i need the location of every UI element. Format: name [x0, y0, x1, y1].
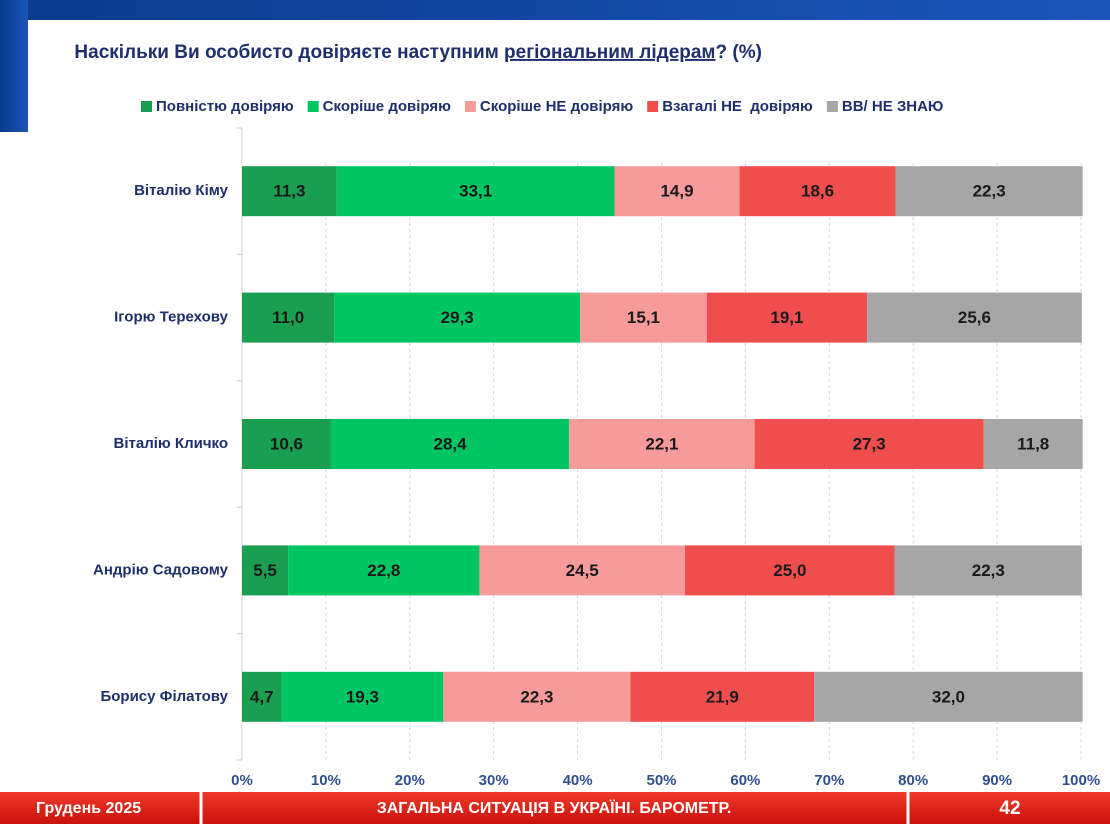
x-tick-label: 0%: [231, 772, 253, 789]
footer-date: Грудень 2025: [36, 800, 141, 817]
legend-label: Повністю довіряю: [156, 98, 294, 115]
value-label: 22,3: [972, 561, 1005, 580]
bar-segment: [569, 419, 755, 469]
bar-segment: [614, 166, 740, 217]
bar-segment: [814, 671, 1083, 722]
value-label: 14,9: [660, 182, 693, 201]
x-tick-label: 40%: [563, 772, 593, 789]
bar-segment: [684, 545, 895, 596]
chart-title: Наскільки Ви особисто довіряєте наступни…: [48, 42, 778, 63]
value-label: 22,3: [973, 182, 1006, 201]
value-label: 28,4: [434, 434, 468, 453]
x-tick-label: 30%: [479, 772, 509, 789]
x-tick-label: 20%: [395, 772, 425, 789]
value-label: 10,6: [270, 434, 303, 453]
value-label: 11,3: [273, 182, 305, 201]
value-label: 24,5: [566, 561, 599, 580]
title-part: ? (%): [716, 42, 762, 63]
legend-swatch: [141, 101, 152, 112]
x-tick-label: 10%: [311, 772, 341, 789]
footer-band: [0, 792, 1110, 824]
value-label: 15,1: [627, 308, 660, 327]
bar-segment: [739, 166, 896, 217]
value-label: 32,0: [932, 687, 965, 706]
x-tick-label: 50%: [646, 772, 676, 789]
value-label: 11,0: [272, 308, 304, 327]
title-part: Наскільки Ви особисто довіряєте наступни…: [74, 42, 504, 63]
value-label: 22,3: [520, 687, 553, 706]
legend-label: Взагалі НЕ довіряю: [662, 98, 813, 115]
value-label: 25,6: [958, 308, 991, 327]
bar-segment: [288, 545, 480, 596]
bar-segment: [754, 419, 984, 469]
value-label: 27,3: [853, 434, 886, 453]
legend-swatch: [307, 101, 319, 112]
value-label: 22,1: [645, 434, 678, 453]
legend-label: Скоріше довіряю: [323, 98, 451, 115]
top-band: [0, 0, 1110, 20]
legend-label: ВВ/ НЕ ЗНАЮ: [842, 98, 944, 115]
value-label: 5,5: [253, 561, 277, 580]
legend-swatch: [826, 101, 838, 112]
title-part: регіональним лідерам: [504, 42, 715, 63]
value-label: 18,6: [801, 182, 834, 201]
legend-label: Скоріше НЕ довіряю: [480, 98, 633, 115]
bar-segment: [242, 545, 289, 596]
value-label: 4,7: [250, 687, 274, 706]
value-label: 19,1: [770, 308, 803, 327]
value-label: 29,3: [441, 308, 474, 327]
bar-segment: [242, 292, 335, 343]
x-tick-label: 80%: [898, 772, 928, 789]
bar-segment: [895, 166, 1083, 217]
bar-segment: [983, 419, 1083, 469]
category-label: Віталію Кличко: [114, 435, 228, 452]
category-label: Борису Філатову: [100, 688, 228, 705]
page-number: 42: [999, 798, 1020, 819]
bar-segment: [242, 419, 331, 469]
bar-segment: [706, 292, 868, 343]
x-tick-label: 60%: [730, 772, 760, 789]
bar-segment: [630, 671, 815, 722]
x-tick-label: 90%: [982, 772, 1012, 789]
category-label: Ігорю Терехову: [114, 309, 229, 326]
value-label: 22,8: [367, 561, 400, 580]
category-label: Віталію Кіму: [134, 182, 229, 199]
value-label: 33,1: [459, 182, 492, 201]
footer-title: ЗАГАЛЬНА СИТУАЦІЯ В УКРАЇНІ. БАРОМЕТР.: [377, 799, 732, 817]
bar-segment: [336, 166, 615, 217]
legend-swatch: [647, 101, 659, 112]
category-label: Андрію Садовому: [93, 561, 229, 578]
bar-segment: [443, 671, 631, 722]
value-label: 19,3: [346, 687, 379, 706]
value-label: 21,9: [706, 687, 739, 706]
bar-segment: [242, 166, 337, 217]
value-label: 25,0: [773, 561, 806, 580]
bar-segment: [867, 292, 1082, 343]
bar-segment: [242, 671, 282, 722]
side-band: [0, 0, 28, 132]
legend-swatch: [464, 101, 476, 112]
plot: 0% 10% 20% 30% 40% 50% 60% 70% 80% 90% 100% Повніст…: [93, 98, 1100, 789]
bar-segment: [334, 292, 581, 343]
bar-segment: [479, 545, 685, 596]
bar-segment: [281, 671, 444, 722]
x-tick-label: 70%: [814, 772, 844, 789]
x-tick-label: 100%: [1062, 772, 1100, 789]
bar-segment: [580, 292, 707, 343]
value-label: 11,8: [1017, 434, 1049, 453]
bar-segment: [894, 545, 1082, 596]
bar-segment: [330, 419, 570, 469]
